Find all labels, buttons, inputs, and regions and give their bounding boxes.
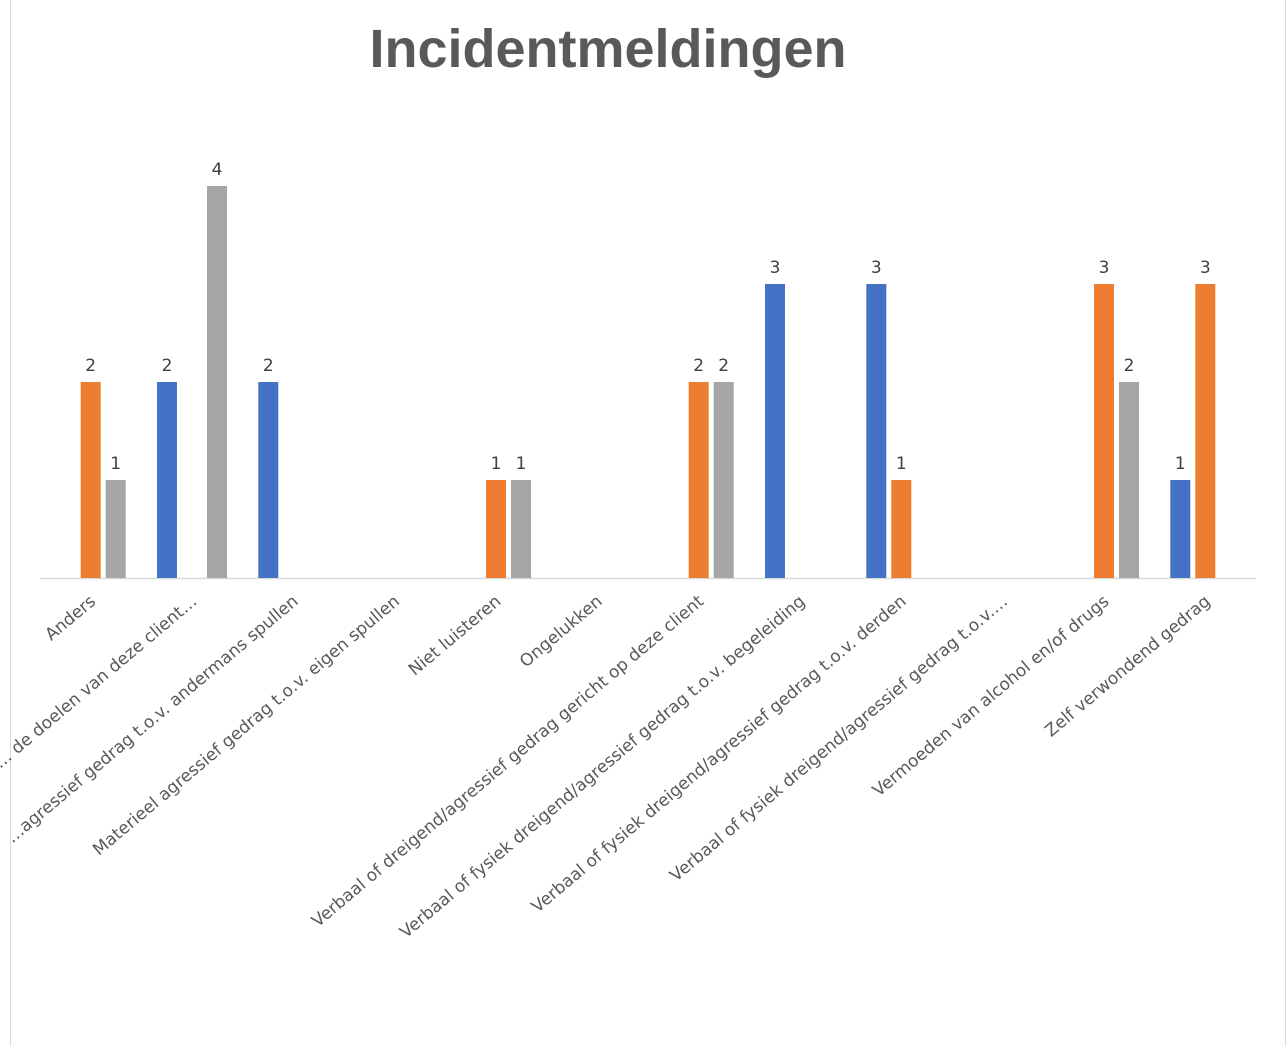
data-label: 3 [1099,258,1110,278]
data-label: 2 [263,356,274,376]
bars-group [80,186,1216,578]
bar [765,284,785,578]
data-label: 1 [1175,454,1186,474]
bar [105,480,126,578]
data-label: 3 [770,258,781,278]
bar [486,480,506,578]
x-tick-label: Verbaal of fysiek dreigend/agressief ged… [528,592,911,918]
data-label: 1 [896,454,907,474]
x-tick-label: Anders [41,591,100,645]
data-label: 3 [871,258,882,278]
bar [1195,284,1216,578]
bar [891,480,912,578]
bar [157,382,177,578]
bar [688,382,709,578]
bar [1094,284,1114,578]
bar [258,382,279,578]
data-label: 2 [85,356,96,376]
data-label: 4 [212,160,223,180]
x-tick-label: Zelf verwondend gedrag [1041,592,1214,742]
data-label: 3 [1200,258,1211,278]
x-tick-label: Ongelukken [516,592,606,672]
chart-title: Incidentmeldingen [369,19,847,79]
data-label: 2 [162,356,173,376]
data-label: 2 [1124,356,1135,376]
bar [511,480,531,578]
bar [866,284,887,578]
bar [80,382,101,578]
bar [207,186,227,578]
x-tick-label: Verbaal of fysiek dreigend/agressief ged… [666,592,1012,887]
x-tick-label: Niet luisteren [405,592,505,681]
bar [713,382,734,578]
data-label: 2 [718,356,729,376]
data-label: 1 [491,454,502,474]
x-tick-labels-group: Anders… de doelen van deze client……agres… [0,591,1215,942]
x-tick-label: … de doelen van deze client… [0,592,201,773]
data-label: 1 [110,454,121,474]
bar [1170,480,1191,578]
bar [1119,382,1139,578]
data-label: 2 [693,356,704,376]
x-tick-label: Verbaal of dreigend/agressief gedrag ger… [308,591,708,931]
data-label: 1 [516,454,527,474]
